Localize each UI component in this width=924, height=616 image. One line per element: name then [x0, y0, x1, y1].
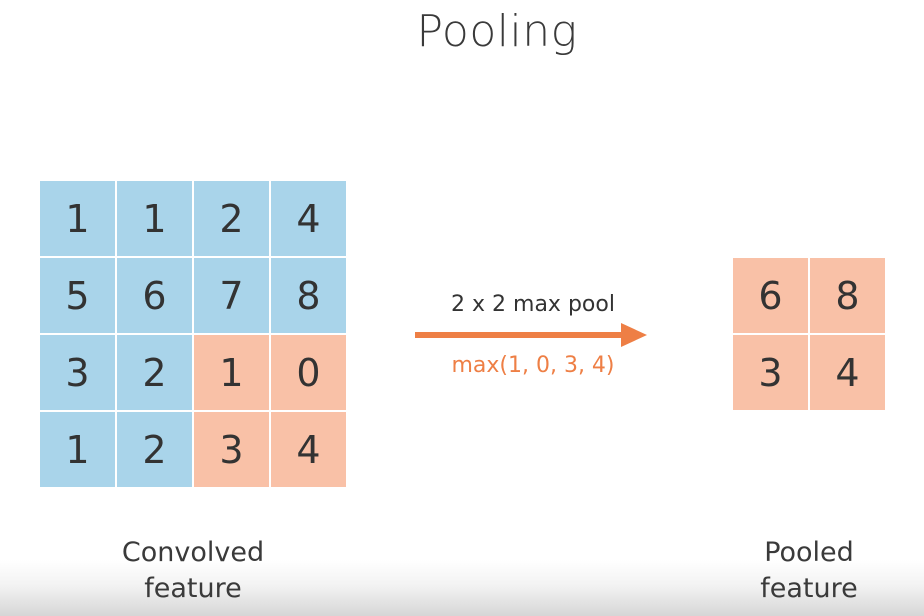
- pooled-cell: 3: [733, 335, 808, 410]
- caption-line: Pooled: [764, 537, 854, 568]
- pooled-cell: 6: [733, 258, 808, 333]
- convolved-cell: 2: [117, 412, 192, 487]
- operation-formula: max(1, 0, 3, 4): [451, 353, 615, 378]
- convolved-cell: 1: [117, 181, 192, 256]
- caption-line: Convolved: [121, 537, 265, 568]
- convolved-cell: 1: [40, 181, 115, 256]
- convolved-cell: 5: [40, 258, 115, 333]
- convolved-cell: 1: [40, 412, 115, 487]
- pooled-cell: 4: [810, 335, 885, 410]
- convolved-cell: 3: [40, 335, 115, 410]
- convolved-feature-grid: 1 1 2 4 5 6 7 8 3 2 1 0 1 2 3 4: [40, 181, 346, 487]
- convolved-cell: 4: [271, 181, 346, 256]
- page-title: Pooling: [416, 6, 578, 57]
- convolved-cell: 2: [194, 181, 269, 256]
- pooled-cell: 8: [810, 258, 885, 333]
- convolved-cell: 6: [117, 258, 192, 333]
- convolved-cell-highlighted: 0: [271, 335, 346, 410]
- convolved-cell-highlighted: 4: [271, 412, 346, 487]
- operation-label: 2 x 2 max pool: [451, 292, 615, 317]
- convolved-cell-highlighted: 3: [194, 412, 269, 487]
- arrow-right-icon: [415, 323, 647, 347]
- convolved-cell-highlighted: 1: [194, 335, 269, 410]
- caption-line: feature: [760, 573, 858, 604]
- convolved-cell: 8: [271, 258, 346, 333]
- convolved-cell: 2: [117, 335, 192, 410]
- convolved-cell: 7: [194, 258, 269, 333]
- convolved-feature-caption: Convolved feature: [88, 535, 298, 607]
- pooled-feature-grid: 6 8 3 4: [733, 258, 885, 410]
- caption-line: feature: [144, 573, 242, 604]
- pooled-feature-caption: Pooled feature: [734, 535, 884, 607]
